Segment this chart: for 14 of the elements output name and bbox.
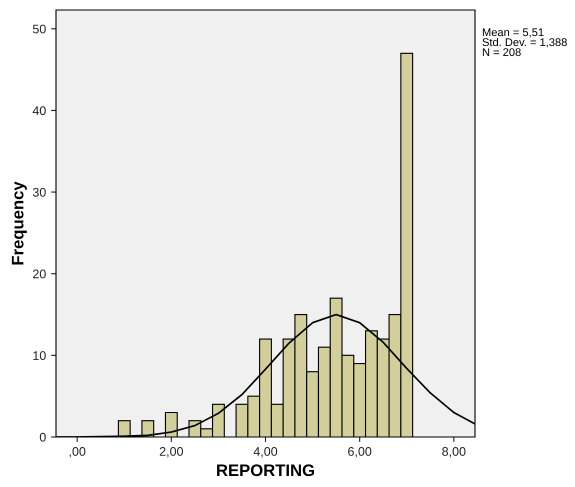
y-tick-label: 0: [40, 432, 46, 442]
y-tick-label: 40: [32, 106, 46, 116]
x-tick-label: 2,00: [160, 447, 184, 458]
text: Mean = 5,51 Std. Dev. = 1,388 N = 208: [482, 28, 567, 56]
y-tick-label: 50: [32, 24, 46, 34]
x-axis-title: REPORTING: [217, 464, 314, 476]
y-tick-label: 20: [33, 270, 46, 278]
y-tick-label: 10: [33, 351, 46, 360]
x-tick-label: ,00: [70, 447, 86, 458]
x-tick-label: 4,00: [254, 447, 278, 458]
x-tick-label: 6,00: [348, 447, 372, 458]
x-tick-label: 8,00: [442, 447, 466, 458]
y-tick-label: 30: [32, 188, 46, 197]
y-axis-title: Frequency: [12, 181, 27, 265]
